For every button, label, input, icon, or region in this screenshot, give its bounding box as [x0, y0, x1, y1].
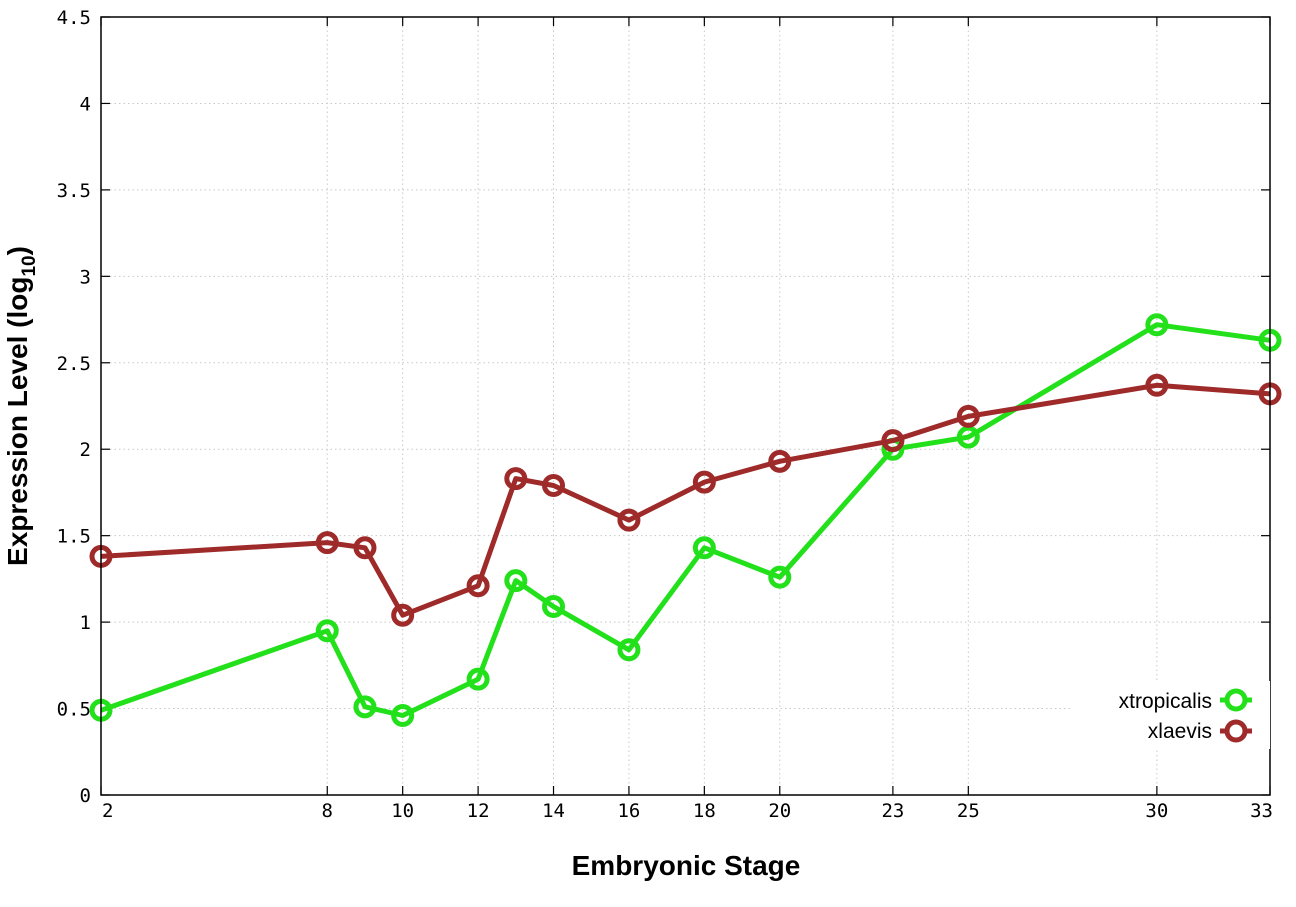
series-line-xlaevis — [100, 382, 1271, 618]
x-tick-label: 30 — [1145, 800, 1168, 822]
data-point-xlaevis — [466, 574, 490, 598]
data-point-xlaevis — [881, 429, 905, 453]
data-point-xlaevis — [692, 470, 716, 494]
y-tick-label: 2.5 — [57, 353, 91, 375]
legend: xtropicalis xlaevis — [1070, 681, 1270, 749]
y-tick-label: 1.5 — [57, 526, 91, 548]
y-axis-title-subscript: 10 — [19, 255, 40, 276]
x-tick-label: 33 — [1250, 800, 1273, 822]
x-tick-label: 14 — [542, 800, 565, 822]
data-point-xtropicalis — [956, 425, 980, 449]
y-axis-title-suffix: ) — [2, 246, 33, 255]
y-tick-label: 4.5 — [57, 7, 91, 29]
grid-lines — [101, 17, 1270, 795]
x-tick-label: 2 — [102, 800, 113, 822]
y-axis-title-main: Expression Level (log — [2, 277, 33, 566]
data-point-xtropicalis — [542, 595, 566, 619]
y-tick-label: 1 — [80, 612, 91, 634]
data-point-xtropicalis — [315, 619, 339, 643]
data-point-xtropicalis — [692, 536, 716, 560]
legend-entry-xlaevis: xlaevis — [1148, 719, 1252, 743]
series-line-xtropicalis — [100, 322, 1271, 718]
x-tick-label: 10 — [391, 800, 414, 822]
legend-marker-xtropicalis — [1224, 688, 1248, 712]
data-point-xtropicalis — [504, 569, 528, 593]
legend-label-xtropicalis: xtropicalis — [1119, 690, 1212, 713]
legend-label-xlaevis: xlaevis — [1148, 720, 1212, 743]
data-point-xlaevis — [504, 467, 528, 491]
legend-marker-xlaevis — [1224, 719, 1248, 743]
y-tick-label: 4 — [80, 93, 91, 115]
data-point-xlaevis — [768, 449, 792, 473]
x-tick-label: 23 — [881, 800, 904, 822]
x-tick-label: 25 — [957, 800, 980, 822]
data-point-xtropicalis — [466, 667, 490, 691]
data-point-xlaevis — [315, 531, 339, 555]
tick-marks — [100, 16, 1271, 796]
x-tick-label: 12 — [467, 800, 490, 822]
legend-entry-xtropicalis: xtropicalis — [1119, 688, 1252, 713]
x-tick-label: 20 — [768, 800, 791, 822]
x-axis-title: Embryonic Stage — [572, 850, 801, 881]
y-tick-label: 0.5 — [57, 699, 91, 721]
data-point-xtropicalis — [353, 695, 377, 719]
data-point-xtropicalis — [391, 703, 415, 727]
y-tick-label: 3.5 — [57, 180, 91, 202]
data-point-xtropicalis — [768, 565, 792, 589]
x-tick-labels: 2 8 10 12 14 16 18 20 23 25 30 33 — [102, 800, 1273, 822]
y-tick-labels: 0 0.5 1 1.5 2 2.5 3 3.5 4 4.5 — [57, 7, 91, 807]
x-tick-label: 16 — [617, 800, 640, 822]
x-tick-label: 8 — [322, 800, 333, 822]
series-xlaevis — [89, 373, 1282, 627]
y-axis-title: Expression Level (log10) — [2, 246, 40, 566]
data-point-xlaevis — [956, 404, 980, 428]
y-tick-label: 2 — [80, 439, 91, 461]
data-point-xlaevis — [1145, 373, 1169, 397]
series-xtropicalis — [89, 313, 1282, 727]
data-point-xlaevis — [353, 536, 377, 560]
plot-frame — [100, 16, 1271, 796]
data-point-xtropicalis — [1145, 313, 1169, 337]
y-tick-label: 0 — [80, 785, 91, 807]
data-point-xlaevis — [617, 508, 641, 532]
x-tick-label: 18 — [693, 800, 716, 822]
series-layer — [89, 313, 1282, 727]
data-point-xlaevis — [391, 603, 415, 627]
y-tick-label: 3 — [80, 266, 91, 288]
data-point-xlaevis — [542, 474, 566, 498]
data-point-xtropicalis — [617, 638, 641, 662]
